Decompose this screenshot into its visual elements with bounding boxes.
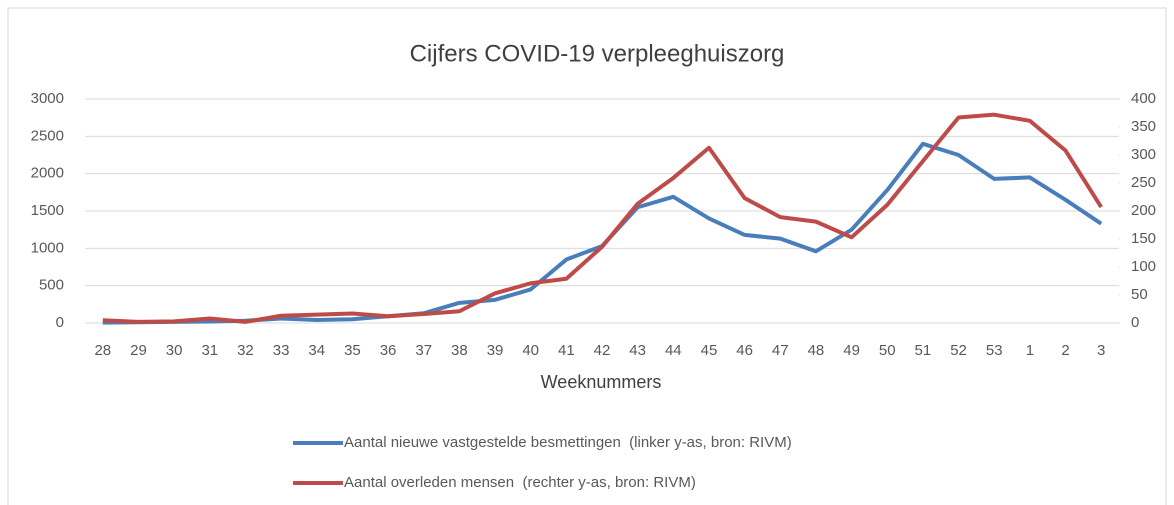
x-tick-label: 52 — [950, 342, 967, 359]
x-tick-label: 42 — [594, 342, 611, 359]
x-tick-label: 38 — [451, 342, 468, 359]
y2-tick-label: 350 — [1131, 118, 1156, 135]
x-tick-label: 30 — [166, 342, 183, 359]
x-axis-label: Weeknummers — [541, 372, 662, 392]
y2-tick-label: 100 — [1131, 258, 1156, 275]
y2-tick-label: 50 — [1131, 286, 1148, 303]
x-tick-label: 1 — [1026, 342, 1034, 359]
x-tick-label: 50 — [879, 342, 896, 359]
y-tick-label: 1500 — [31, 202, 64, 219]
y2-tick-label: 250 — [1131, 174, 1156, 191]
x-tick-label: 53 — [986, 342, 1003, 359]
chart-title: Cijfers COVID-19 verpleeghuiszorg — [410, 40, 785, 67]
y-tick-label: 500 — [39, 277, 64, 294]
y2-tick-label: 200 — [1131, 202, 1156, 219]
x-tick-label: 29 — [130, 342, 147, 359]
x-tick-label: 43 — [629, 342, 646, 359]
x-tick-label: 2 — [1061, 342, 1069, 359]
y2-tick-label: 400 — [1131, 90, 1156, 107]
y2-tick-label: 300 — [1131, 146, 1156, 163]
x-tick-label: 47 — [772, 342, 789, 359]
y-tick-label: 3000 — [31, 90, 64, 107]
x-tick-label: 45 — [701, 342, 718, 359]
x-tick-label: 40 — [522, 342, 539, 359]
legend-label: Aantal overleden mensen (rechter y-as, b… — [344, 474, 696, 491]
x-tick-label: 37 — [415, 342, 432, 359]
data-line — [102, 112, 1103, 324]
x-tick-label: 34 — [308, 342, 325, 359]
y2-tick-label: 150 — [1131, 230, 1156, 247]
x-tick-label: 33 — [273, 342, 290, 359]
x-tick-label: 36 — [380, 342, 397, 359]
y-tick-label: 2500 — [31, 127, 64, 144]
x-tick-label: 35 — [344, 342, 361, 359]
y2-tick-label: 0 — [1131, 314, 1139, 331]
x-tick-label: 44 — [665, 342, 682, 359]
y-tick-label: 0 — [56, 314, 64, 331]
x-tick-label: 46 — [736, 342, 753, 359]
x-tick-label: 49 — [843, 342, 860, 359]
x-tick-label: 39 — [487, 342, 504, 359]
chart-border — [7, 7, 1167, 505]
x-tick-label: 48 — [808, 342, 825, 359]
y-tick-label: 2000 — [31, 165, 64, 182]
x-tick-label: 41 — [558, 342, 575, 359]
x-tick-label: 31 — [201, 342, 218, 359]
x-tick-label: 3 — [1097, 342, 1105, 359]
x-tick-label: 51 — [915, 342, 932, 359]
legend-label: Aantal nieuwe vastgestelde besmettingen … — [344, 434, 792, 451]
x-tick-label: 28 — [94, 342, 111, 359]
x-tick-label: 32 — [237, 342, 254, 359]
y-tick-label: 1000 — [31, 239, 64, 256]
